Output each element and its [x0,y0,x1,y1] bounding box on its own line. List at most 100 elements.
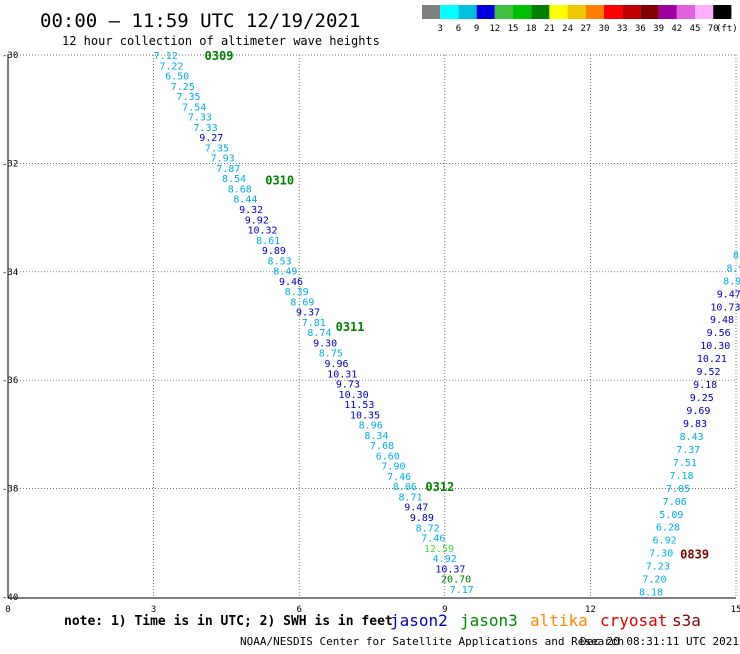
wave-height-point: 7.35 [205,143,229,154]
legend-swatch [494,5,513,19]
wave-height-point: 9.56 [707,328,731,339]
wave-height-point: 9.83 [683,419,707,430]
chart-title: 00:00 – 11:59 UTC 12/19/2021 [40,10,360,32]
legend-label: 18 [526,24,537,34]
footer-note: note: 1) Time is in UTC; 2) SWH is in fe… [64,614,393,629]
legend-swatch [604,5,623,19]
wave-height-point: 9.89 [410,513,434,524]
wave-height-point: 7.46 [387,472,411,483]
tick-labels: 0 3 6 9 12 15 -30 -32 -34 -36 -38 -40 [2,51,740,615]
wave-height-point: 9.89 [262,246,286,257]
legend-swatch [713,5,732,19]
legend-swatch [695,5,714,19]
x-tick-label: 15 [731,605,740,615]
wave-height-point: 8.61 [256,236,280,247]
wave-height-point: 9.18 [693,380,717,391]
wave-height-point: 7.35 [176,92,200,103]
wave-height-point: 7.22 [159,61,183,72]
y-tick-label: -30 [2,51,18,61]
y-tick-label: -36 [2,376,18,386]
wave-height-point: 10.21 [697,354,727,365]
wave-height-point: 9.25 [690,393,714,404]
wave-height-point: 9.47 [717,289,740,300]
legend-label: 42 [671,24,682,34]
legend-label: 27 [580,24,591,34]
wave-height-point: 7.46 [421,534,445,545]
legend-swatch [640,5,659,19]
wave-height-point: 7.93 [211,154,235,165]
wave-height-point: 9.48 [710,315,734,326]
y-tick-label: -32 [2,159,18,169]
wave-height-point: 10.32 [247,226,277,237]
legend-label: 24 [562,24,573,34]
wave-height-point: 8.69 [290,297,314,308]
satellite-legend-item: s3a [672,611,701,630]
wave-height-point: 10.35 [350,410,380,421]
x-tick-label: 3 [151,605,156,615]
wave-height-point: 7.23 [646,562,670,573]
wave-height-point: 8.34 [364,431,388,442]
satellite-legend-item: jason3 [460,611,518,630]
wave-height-point: 8.75 [319,349,343,360]
legend-label: 33 [617,24,628,34]
legend-swatch [422,5,441,19]
wave-height-point: 7.90 [381,462,405,473]
wave-height-point: 6.60 [376,451,400,462]
wave-height-point: 10.30 [339,390,369,401]
track-label: 0310 [265,174,294,188]
legend-swatch [513,5,532,19]
wave-height-point: 9.96 [324,359,348,370]
wave-height-point: 8.9 [723,276,740,287]
wave-height-point: 8. [733,250,740,261]
wave-height-point: 8.39 [285,287,309,298]
satellite-legend-item: altika [530,611,588,630]
legend-label: 6 [456,24,461,34]
legend-label: 15 [508,24,519,34]
satellite-legend-item: jason2 [390,611,448,630]
wave-height-point: 7.18 [669,471,693,482]
wave-height-point: 8.44 [233,195,257,206]
y-tick-label: -34 [2,268,18,278]
track-labels: 0309 0310 0311 0312 0839 [205,49,710,562]
wave-height-point: 7.05 [666,484,690,495]
data-points: 7.127.226.507.257.357.547.337.339.277.35… [154,51,740,599]
wave-height-point: 9.73 [336,380,360,391]
grid-lines [8,54,737,597]
wave-height-point: 20.70 [441,575,471,586]
wave-height-point: 8.71 [398,492,422,503]
x-tick-label: 6 [296,605,301,615]
wave-height-point: 9.32 [239,205,263,216]
wave-height-point: 8.18 [639,588,663,599]
wave-height-point: 7.12 [154,51,178,62]
wave-height-point: 8.96 [359,421,383,432]
x-tick-label: 0 [5,605,10,615]
wave-height-point: 8.74 [307,328,331,339]
legend-swatch [476,5,495,19]
wave-height-point: 7.30 [649,549,673,560]
wave-height-point: 10.31 [327,369,357,380]
wave-height-point: 9.37 [296,308,320,319]
wave-height-point: 7.33 [188,113,212,124]
wave-height-point: 6.28 [656,523,680,534]
track-label: 0839 [680,548,709,562]
wave-height-point: 9.52 [696,367,720,378]
wave-height-point: 8.49 [273,267,297,278]
satellite-legend-item: cryosat [600,611,667,630]
legend-swatch [440,5,459,19]
wave-height-point: 7.37 [676,445,700,456]
wave-height-point: 10.73 [710,302,740,313]
legend-label: 30 [599,24,610,34]
wave-height-point: 7.87 [216,164,240,175]
legend-swatch [585,5,604,19]
wave-height-point: 8.53 [268,256,292,267]
y-tick-label: -38 [2,485,18,495]
wave-height-point: 5.09 [659,510,683,521]
satellite-legend: jason2 jason3 altika cryosat s3a [390,611,701,630]
footer-generated: Dec 20 08:31:11 UTC 2021 [580,635,739,648]
track-label: 0309 [205,49,234,63]
wave-height-point: 7.33 [194,123,218,134]
x-tick-label: 9 [442,605,447,615]
wave-height-point: 9.92 [245,215,269,226]
